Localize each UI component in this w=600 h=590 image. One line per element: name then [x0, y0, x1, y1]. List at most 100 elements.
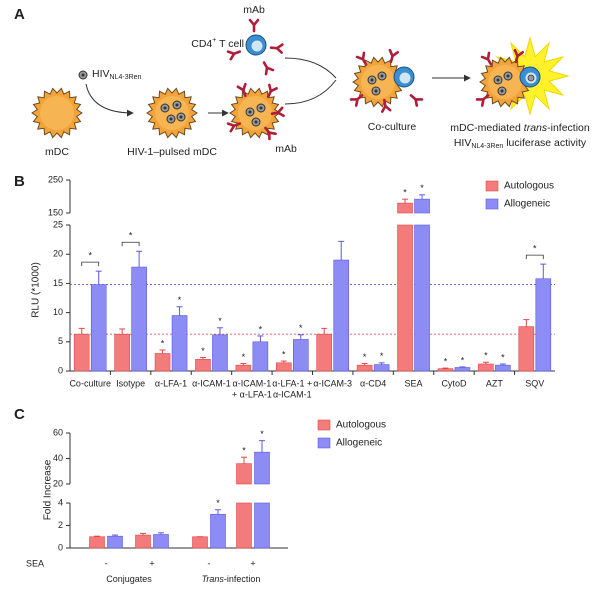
antibody-shape	[480, 51, 493, 66]
antibody	[262, 61, 275, 76]
antibody-shape	[267, 83, 278, 98]
virus-core	[248, 110, 252, 114]
significance-star: *	[201, 346, 205, 356]
bar	[212, 334, 228, 372]
antibody	[267, 83, 278, 98]
antibody-shape	[226, 122, 242, 133]
text-part: NL4-3Ren	[471, 143, 503, 150]
antibody	[475, 94, 490, 107]
antibody-shape	[264, 126, 277, 141]
bar	[535, 278, 552, 372]
antibody-shape	[475, 94, 490, 107]
x-tick-label: α-CD4	[360, 378, 386, 388]
mab-label: mAb	[275, 143, 297, 155]
antibody	[409, 94, 424, 107]
x-tick-label: α-ICAM-1	[273, 389, 312, 399]
text-part: -infection	[547, 122, 590, 134]
virus-core	[500, 89, 504, 93]
antibody-shape	[349, 94, 364, 107]
bar	[316, 333, 333, 372]
x-tick-label: +	[250, 558, 255, 568]
significance-star: *	[242, 352, 246, 362]
antibody-shape	[269, 43, 284, 54]
significance-star: *	[218, 316, 222, 326]
x-tick-label: α-LFA-1 +	[272, 378, 312, 388]
text-part: NL4-3Ren	[110, 74, 142, 81]
virus-core	[163, 106, 167, 110]
t-cell-nucleus	[399, 72, 411, 84]
text-part: CD4	[191, 38, 212, 50]
virus-core	[175, 103, 179, 107]
legend-label: Allogeneic	[336, 438, 382, 449]
legend-swatch	[485, 180, 499, 192]
antibody	[269, 43, 284, 54]
bar	[90, 284, 107, 372]
bar	[131, 266, 147, 372]
antibody-shape	[270, 106, 285, 118]
bar	[495, 364, 511, 372]
row-label: SEA	[26, 558, 44, 568]
y-tick-label: 40	[53, 453, 63, 463]
virus-core	[506, 74, 510, 78]
significance-star: *	[260, 429, 264, 439]
significance-bracket	[525, 254, 544, 260]
legend-swatch	[485, 198, 499, 210]
cell-body	[40, 96, 74, 130]
x-tick-label: CytoD	[441, 378, 467, 388]
text-part: T cell	[216, 38, 244, 50]
group-label: Trans-infection	[202, 574, 261, 584]
bar	[356, 364, 373, 372]
antibody-shape	[380, 98, 392, 113]
virus-core	[81, 73, 85, 77]
text-part: mDC-mediated	[450, 122, 524, 134]
x-tick-label: α-ICAM-1	[233, 378, 272, 388]
antibody	[236, 82, 247, 98]
bar	[292, 339, 309, 372]
significance-star: *	[501, 352, 505, 362]
x-tick-label: Co-culture	[69, 378, 111, 388]
bar	[252, 341, 269, 372]
bar	[210, 513, 226, 549]
x-tick-label: α-ICAM-1	[192, 378, 231, 388]
text-part: luciferase activity	[503, 137, 587, 149]
text-part: +	[212, 37, 216, 44]
bar	[89, 536, 105, 549]
y-tick-label: 15	[53, 278, 63, 288]
legend-label: Autologous	[336, 420, 386, 431]
bar	[254, 451, 270, 485]
antibody-shape	[409, 94, 424, 107]
significance-star: *	[242, 446, 246, 456]
legend-swatch	[317, 437, 331, 449]
bar	[414, 224, 430, 372]
y-tick-label: 0	[58, 365, 63, 375]
significance-star: *	[380, 351, 384, 361]
significance-star: *	[299, 323, 303, 333]
y-tick-label: 0	[58, 542, 63, 552]
legend-swatch	[317, 419, 331, 431]
y-tick-label: 2	[58, 520, 63, 530]
virus-core	[254, 120, 258, 124]
text-part: trans	[524, 122, 548, 134]
text-part: HIV	[92, 68, 110, 80]
antibody-shape	[236, 82, 247, 98]
bar	[254, 502, 270, 549]
antibody-shape	[355, 51, 368, 66]
x-tick-label: + α-LFA-1	[232, 389, 272, 399]
text-part: -infection	[224, 574, 261, 584]
bar	[195, 359, 211, 372]
legend-label: Allogeneic	[504, 199, 550, 210]
bar	[518, 326, 535, 372]
arrow	[85, 83, 134, 117]
bar	[235, 364, 252, 372]
significance-star: *	[403, 188, 407, 198]
bar	[275, 362, 292, 372]
virus-core	[380, 74, 384, 78]
significance-star: *	[484, 351, 488, 361]
bar	[437, 368, 454, 372]
virus-core	[496, 78, 500, 82]
significance-star: *	[420, 183, 424, 193]
y-tick-label: 60	[53, 427, 63, 437]
significance-star: *	[259, 324, 263, 334]
